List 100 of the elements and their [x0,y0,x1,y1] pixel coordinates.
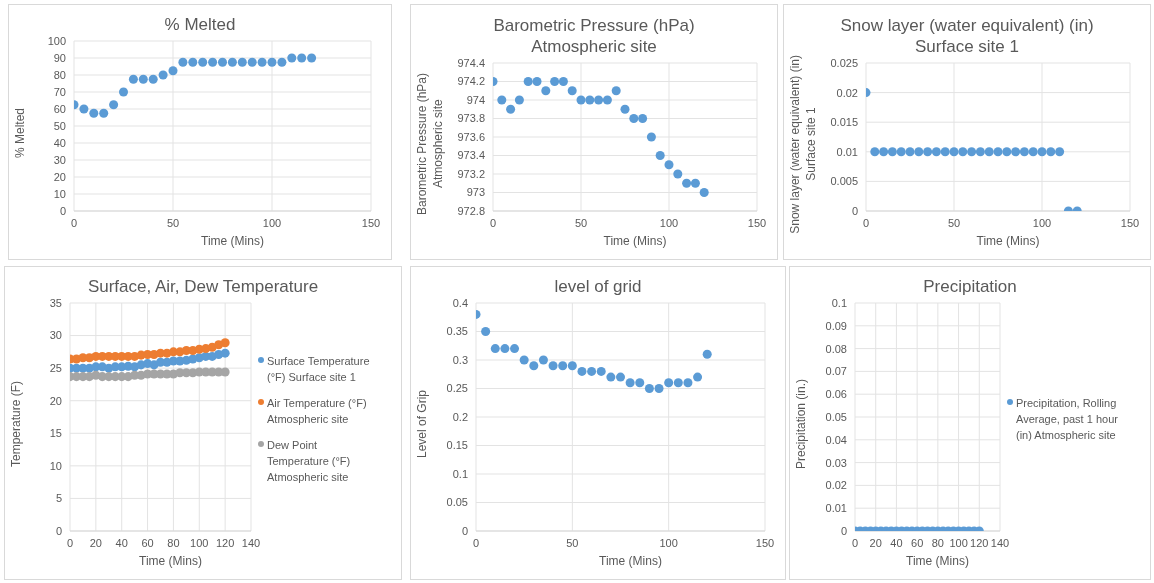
point [529,361,539,371]
point [567,86,577,96]
y-tick-label: 973.8 [457,112,485,125]
x-axis-title: Time (Mins) [138,553,203,570]
x-tick-label: 0 [66,536,74,549]
point [646,132,656,142]
point [690,178,700,188]
point [548,361,558,371]
y-tick-label: 80 [53,68,66,81]
y-tick-label: 0 [851,204,858,217]
x-tick-label: 0 [489,216,497,229]
y-tick-label: 0.025 [830,56,858,69]
x-tick-label: 140 [241,536,261,549]
point [297,53,307,63]
point [611,86,621,96]
y-axis-title: % Melted [11,107,28,159]
x-tick-label: 120 [970,536,989,549]
point [620,104,630,114]
y-tick-label: 20 [53,170,66,183]
x-tick-label: 60 [141,536,154,549]
y-tick-label: 40 [53,136,66,149]
y-axis-title: Barometric Pressure (hPa) Atmospheric site [414,72,446,216]
x-axis-title: Time (Mins) [598,553,663,570]
y-tick-label: 0.005 [830,175,858,188]
point [625,378,635,388]
x-tick-label: 40 [115,536,128,549]
point [673,169,683,179]
x-tick-label: 100 [1032,216,1052,229]
point [267,57,277,67]
y-tick-label: 30 [49,329,62,342]
y-tick-label: 0.09 [825,319,847,332]
x-tick-label: 150 [1120,216,1140,229]
point [523,76,533,87]
point [558,361,568,371]
point [606,372,616,382]
x-tick-label: 150 [361,216,381,229]
x-tick-label: 100 [659,216,679,229]
point [99,108,109,118]
point [682,178,692,188]
legend-label: Dew Point Temperature (°F) Atmospheric site [267,438,352,485]
y-tick-label: 15 [49,427,62,440]
y-tick-label: 0.25 [446,382,468,395]
chart-title: Barometric Pressure (hPa) Atmospheric site [493,15,695,57]
y-tick-label: 0.05 [825,410,847,423]
x-tick-label: 120 [215,536,235,549]
point [178,57,188,67]
point [519,355,529,365]
y-tick-label: 0.01 [825,502,847,515]
point [188,57,198,67]
y-tick-label: 0.35 [446,325,468,338]
legend-label: Precipitation, Rolling Average, past 1 hour (in) Atmospheric site [1016,396,1119,443]
point [644,383,654,394]
y-tick-label: 974 [466,93,485,106]
y-tick-label: 0.02 [836,86,858,99]
point [673,378,683,388]
y-tick-label: 0 [840,524,847,537]
chart-title: level of grid [554,276,642,297]
y-tick-label: 973 [466,186,485,199]
y-tick-label: 0.4 [452,296,468,309]
y-tick-label: 0.08 [825,342,847,355]
y-tick-label: 0.06 [825,388,847,401]
x-tick-label: 40 [890,536,903,549]
y-tick-label: 0.3 [452,353,468,366]
point [702,349,712,359]
point [109,100,119,110]
y-tick-label: 50 [53,119,66,132]
x-tick-label: 50 [566,536,579,549]
y-tick-label: 70 [53,85,66,98]
point [615,372,626,382]
x-tick-label: 150 [755,536,775,549]
y-tick-label: 10 [53,187,66,200]
x-tick-label: 100 [190,536,209,549]
x-tick-label: 0 [70,216,78,229]
y-tick-label: 0.1 [452,467,468,480]
point [500,344,510,354]
point [158,70,168,80]
x-axis-title: Time (Mins) [976,234,1040,248]
point [638,113,648,124]
x-axis-title: Time (Mins) [200,233,265,250]
y-tick-label: 90 [53,51,66,64]
point [247,57,257,67]
y-axis-title: Precipitation (in.) [792,378,809,470]
y-tick-label: 0.04 [825,433,847,446]
y-tick-label: 0.07 [825,365,847,378]
y-tick-label: 60 [53,102,66,115]
point [699,187,709,198]
point [220,338,230,348]
point [227,57,237,67]
y-tick-label: 0 [59,204,66,217]
y-tick-label: 974.2 [457,75,485,88]
x-tick-label: 50 [574,216,588,229]
y-tick-label: 974.4 [457,56,485,69]
point [541,86,551,96]
point [198,57,208,67]
x-axis-title: Time (Mins) [905,553,970,570]
legend-label: Air Temperature (°F) Atmospheric site [267,396,368,427]
y-axis-title: Temperature (F) [7,380,24,468]
y-tick-label: 0.1 [831,296,847,309]
point [168,66,178,76]
chart-title: Precipitation [923,276,1017,297]
